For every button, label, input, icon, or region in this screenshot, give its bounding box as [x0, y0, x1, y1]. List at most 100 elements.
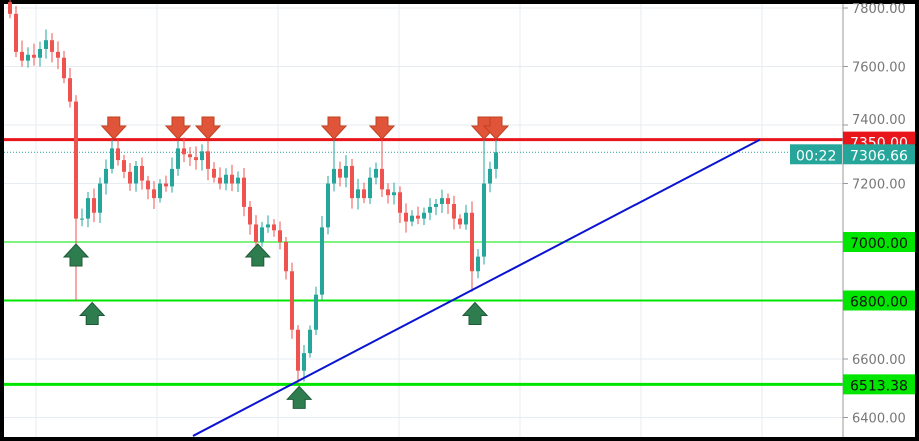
candle-body: [218, 177, 222, 184]
candle-body: [362, 189, 366, 199]
candle-body: [176, 148, 180, 169]
candle-body: [206, 151, 210, 169]
candle-body: [386, 189, 390, 196]
trendline-line: [192, 138, 761, 437]
arrow-down-icon: [100, 116, 127, 140]
candle-body: [494, 152, 498, 169]
price-label-bg: [843, 374, 915, 395]
candle-body: [338, 168, 342, 178]
candle-body: [98, 183, 102, 213]
candle-body: [128, 171, 132, 184]
candle-body: [266, 224, 270, 228]
candle-body: [134, 165, 138, 184]
candle-body: [158, 183, 162, 199]
candle-body: [140, 165, 144, 181]
candle-body: [476, 256, 480, 272]
candle-body: [38, 48, 42, 58]
candle-body: [44, 40, 48, 49]
price-label: 7000.00: [850, 236, 908, 252]
axis-tick-label: 7200.00: [852, 178, 906, 193]
arrow-down-icon: [194, 116, 222, 140]
axis-tick-label: 7800.00: [852, 2, 906, 17]
candle-body: [470, 212, 474, 272]
candle-body: [326, 183, 330, 228]
candle-body: [152, 189, 156, 199]
candle-body: [74, 101, 78, 219]
candle-body: [488, 168, 492, 184]
candle-body: [332, 168, 336, 184]
candle-body: [284, 242, 288, 272]
price-label-bg: [843, 232, 915, 252]
arrow-down-icon: [482, 116, 510, 140]
candle-body: [464, 212, 468, 225]
axis-tick-label: 6400.00: [852, 412, 906, 427]
countdown-label: 00:22: [796, 148, 836, 164]
arrow-down-icon: [368, 116, 396, 140]
candle-body: [350, 165, 354, 199]
candle-body: [146, 180, 150, 190]
arrow-up-icon: [244, 243, 271, 267]
arrow-up-icon: [461, 301, 489, 325]
price-axis[interactable]: 7800.00 7600.00 7400.00 7200.00 6600.00 6400.…: [843, 2, 906, 427]
candle-body: [434, 203, 438, 207]
candle-body: [200, 151, 204, 161]
candle-body: [356, 189, 360, 199]
candle-body: [20, 51, 24, 61]
candle-body: [422, 212, 426, 219]
candle-body: [446, 198, 450, 204]
grid: [4, 4, 843, 437]
candle-body: [182, 148, 186, 155]
candle-body: [164, 183, 168, 187]
candle-body: [56, 51, 60, 58]
candle-body: [26, 54, 30, 61]
candle-body: [224, 174, 228, 184]
arrow-down-icon: [320, 116, 348, 140]
candle-body: [440, 198, 444, 204]
candle-body: [212, 168, 216, 178]
last-price-label: 7306.66: [850, 148, 908, 164]
arrow-up-icon: [62, 243, 90, 267]
candle-body: [242, 177, 246, 207]
candle-body: [368, 177, 372, 199]
candle-body: [374, 168, 378, 178]
candle-body: [302, 353, 306, 371]
candle-body: [482, 183, 486, 257]
candle-body: [308, 329, 312, 354]
last-price-label-bg: [843, 144, 915, 165]
candle-body: [416, 215, 420, 219]
candle-body: [314, 294, 318, 330]
candle-body: [32, 54, 36, 58]
axis-tick-label: 7400.00: [852, 113, 906, 128]
candle-body: [272, 224, 276, 231]
horizontal-levels: [4, 138, 843, 386]
price-label: 6800.00: [850, 295, 908, 311]
candle-body: [62, 57, 66, 79]
candle-body: [452, 203, 456, 219]
candle-body: [320, 227, 324, 295]
countdown-bg: [790, 144, 842, 165]
trendline[interactable]: [192, 138, 761, 437]
candle-body: [110, 148, 114, 169]
arrow-up-icon: [286, 385, 313, 409]
candle-body: [458, 218, 462, 225]
candle-body: [230, 174, 234, 184]
candle-body: [194, 157, 198, 161]
candle-body: [116, 148, 120, 161]
axis-tick-label: 7600.00: [852, 61, 906, 76]
candle-body: [278, 230, 282, 242]
candle-body: [248, 206, 252, 225]
candle-body: [404, 212, 408, 222]
candle-body: [68, 78, 72, 102]
arrow-down-icon: [164, 116, 192, 140]
candle-body: [290, 271, 294, 330]
candle-body: [344, 165, 348, 178]
axis-tick-label: 6600.00: [852, 353, 906, 368]
candle-body: [410, 215, 414, 222]
candle-body: [296, 329, 300, 371]
candle-body: [398, 192, 402, 213]
candle-body: [380, 168, 384, 190]
candle-body: [260, 227, 264, 242]
price-label: 6513.38: [850, 378, 908, 394]
